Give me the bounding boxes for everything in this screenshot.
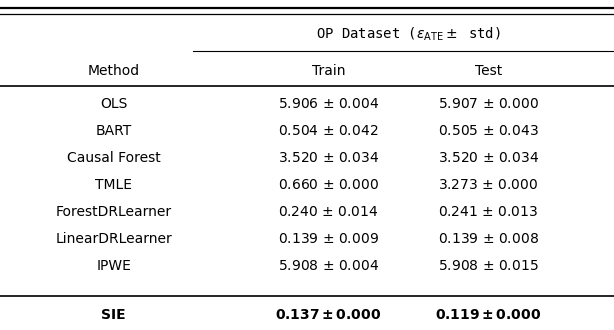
Text: Train: Train [312,64,345,78]
Text: 0.505 $\pm$ 0.043: 0.505 $\pm$ 0.043 [438,124,538,138]
Text: OLS: OLS [100,97,127,111]
Text: LinearDRLearner: LinearDRLearner [55,232,172,246]
Text: 0.240 $\pm$ 0.014: 0.240 $\pm$ 0.014 [278,205,379,219]
Text: OP Dataset ($\epsilon_{\mathrm{ATE}} \pm$ std): OP Dataset ($\epsilon_{\mathrm{ATE}} \pm… [316,26,500,43]
Text: 3.520 $\pm$ 0.034: 3.520 $\pm$ 0.034 [438,151,538,165]
Text: ForestDRLearner: ForestDRLearner [55,205,172,219]
Text: 0.139 $\pm$ 0.008: 0.139 $\pm$ 0.008 [438,232,538,246]
Text: 5.907 $\pm$ 0.000: 5.907 $\pm$ 0.000 [438,97,538,111]
Text: Causal Forest: Causal Forest [67,151,160,165]
Text: $\mathbf{0.119 \pm 0.000}$: $\mathbf{0.119 \pm 0.000}$ [435,308,541,322]
Text: IPWE: IPWE [96,259,131,273]
Text: 0.660 $\pm$ 0.000: 0.660 $\pm$ 0.000 [278,178,379,192]
Text: 0.241 $\pm$ 0.013: 0.241 $\pm$ 0.013 [438,205,538,219]
Text: 5.908 $\pm$ 0.004: 5.908 $\pm$ 0.004 [278,259,379,273]
Text: 0.139 $\pm$ 0.009: 0.139 $\pm$ 0.009 [278,232,379,246]
Text: $\mathbf{0.137 \pm 0.000}$: $\mathbf{0.137 \pm 0.000}$ [276,308,381,322]
Text: 5.906 $\pm$ 0.004: 5.906 $\pm$ 0.004 [278,97,379,111]
Text: 3.520 $\pm$ 0.034: 3.520 $\pm$ 0.034 [278,151,379,165]
Text: TMLE: TMLE [95,178,132,192]
Text: Test: Test [475,64,502,78]
Text: 5.908 $\pm$ 0.015: 5.908 $\pm$ 0.015 [438,259,538,273]
Text: 3.273 $\pm$ 0.000: 3.273 $\pm$ 0.000 [438,178,538,192]
Text: SIE: SIE [101,308,126,322]
Text: 0.504 $\pm$ 0.042: 0.504 $\pm$ 0.042 [278,124,379,138]
Text: Method: Method [88,64,139,78]
Text: BART: BART [95,124,132,138]
